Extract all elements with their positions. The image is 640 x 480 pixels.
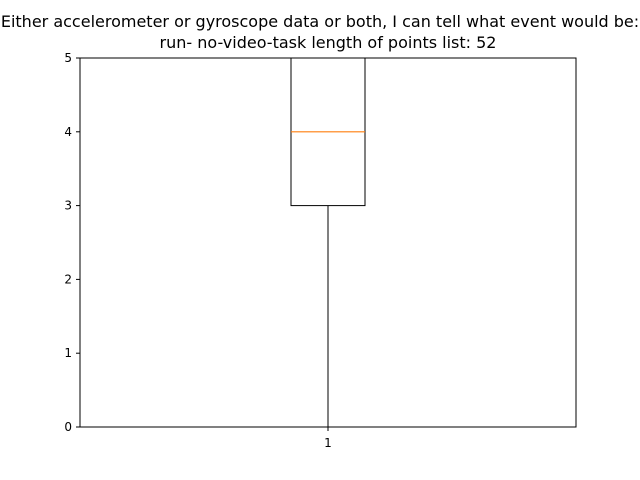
y-tick-label-3: 3 xyxy=(64,199,72,213)
chart-title-line-1: Either accelerometer or gyroscope data o… xyxy=(1,12,639,31)
y-tick-label-1: 1 xyxy=(64,346,72,360)
y-tick-label-4: 4 xyxy=(64,125,72,139)
chart-title-line-2: run- no-video-task length of points list… xyxy=(160,33,497,52)
y-tick-label-0: 0 xyxy=(64,420,72,434)
y-axis: 0 1 2 3 4 5 xyxy=(64,51,80,434)
y-tick-label-5: 5 xyxy=(64,51,72,65)
y-tick-label-2: 2 xyxy=(64,272,72,286)
x-axis: 1 xyxy=(324,427,332,450)
x-tick-label-1: 1 xyxy=(324,436,332,450)
box-series xyxy=(290,57,366,428)
